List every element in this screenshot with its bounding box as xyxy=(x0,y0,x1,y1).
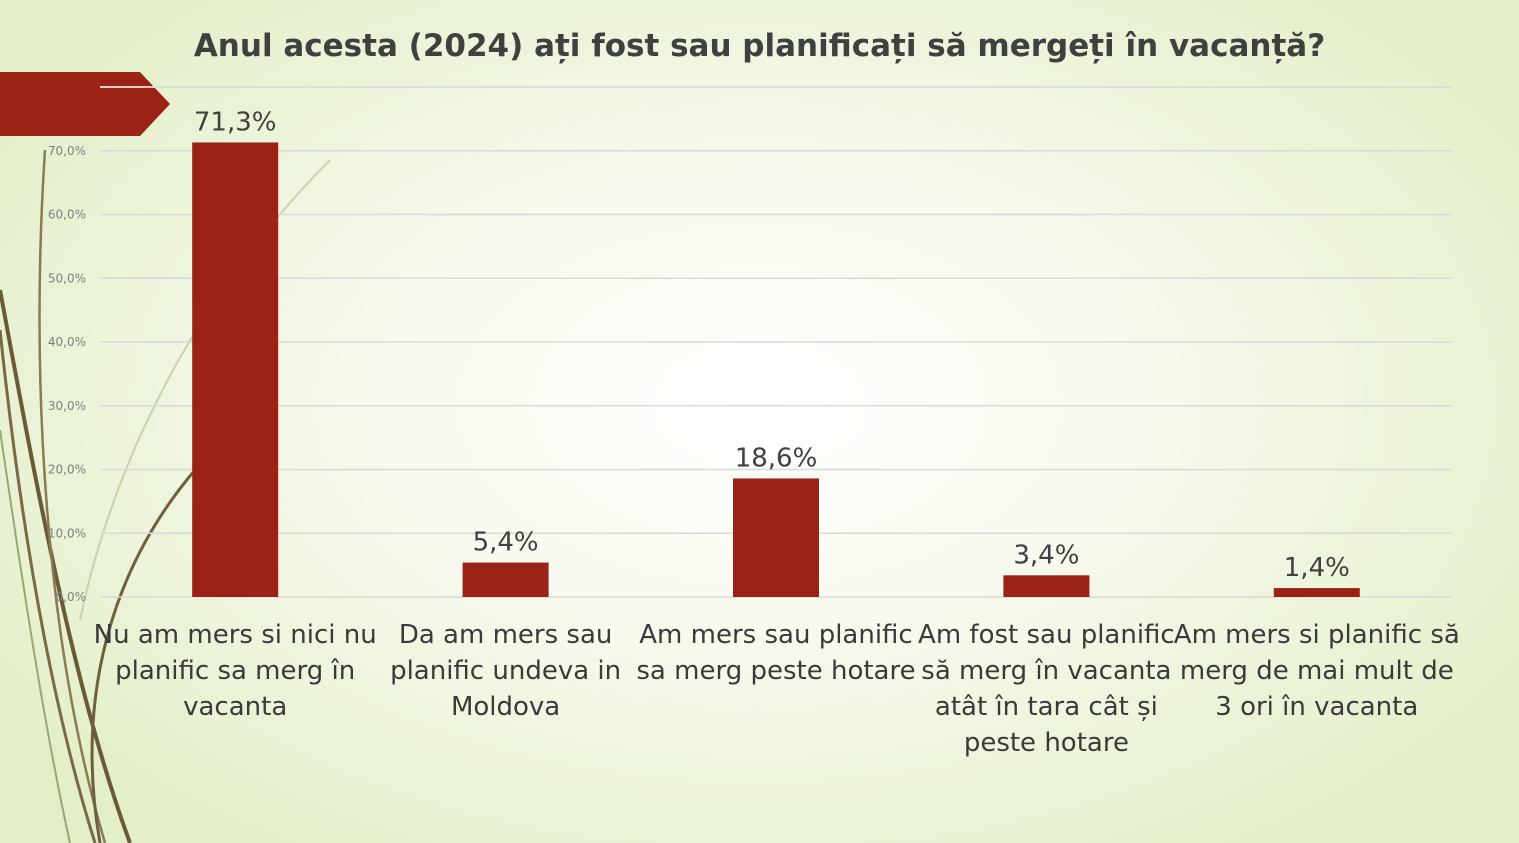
data-label: 1,4% xyxy=(1284,553,1350,583)
y-tick-label: 30,0% xyxy=(48,399,86,413)
data-label: 18,6% xyxy=(735,443,818,473)
red-arrow-banner xyxy=(0,72,170,136)
y-tick-label: 70,0% xyxy=(48,144,86,158)
green-curve-lines-decoration xyxy=(0,149,331,843)
bar xyxy=(1273,588,1360,597)
y-tick-label: 10,0% xyxy=(48,526,86,540)
bar xyxy=(192,142,279,597)
y-tick-label: 20,0% xyxy=(48,463,86,477)
y-tick-label: 0,0% xyxy=(56,590,87,604)
category-label: Am mers sau planific sa merg peste hotar… xyxy=(636,620,916,686)
bar xyxy=(462,562,549,597)
chart-title: Anul acesta (2024) ați fost sau planific… xyxy=(193,28,1326,64)
y-tick-label: 50,0% xyxy=(48,271,86,285)
category-label: Da am mers sau planific undeva in Moldov… xyxy=(390,620,622,722)
category-label: Am mers si planific să merg de mai mult … xyxy=(1173,620,1460,722)
y-tick-label: 60,0% xyxy=(48,208,86,222)
data-label: 5,4% xyxy=(473,528,539,558)
data-label: 3,4% xyxy=(1013,540,1079,570)
y-tick-label: 40,0% xyxy=(48,335,86,349)
data-label: 71,3% xyxy=(194,107,277,137)
category-label: Nu am mers si nici nu planific sa merg î… xyxy=(93,620,377,722)
category-label: Am fost sau planific să merg în vacanta … xyxy=(918,620,1175,758)
bar xyxy=(1003,575,1090,597)
bar xyxy=(733,478,819,597)
